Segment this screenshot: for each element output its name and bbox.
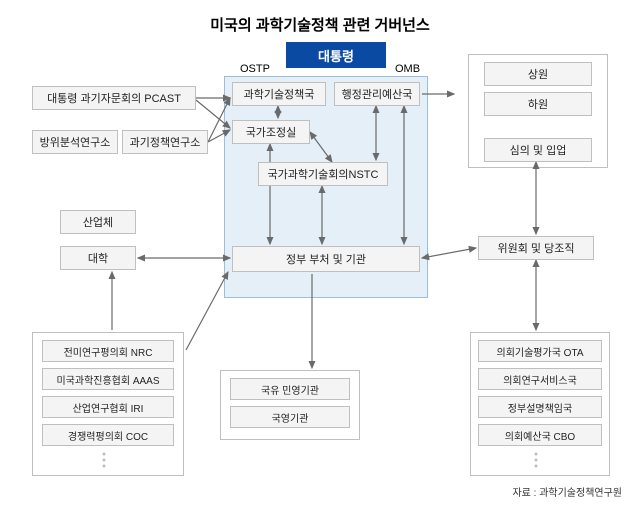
crs-box: 의회연구서비스국 (478, 368, 602, 390)
scitech-box: 과기정책연구소 (122, 130, 208, 154)
senate-box: 상원 (484, 62, 592, 86)
state-box: 국영기관 (230, 406, 350, 428)
defense-box: 방위분석연구소 (32, 130, 118, 154)
chart-title: 미국의 과학기술정책 관련 거버넌스 (0, 14, 640, 35)
source-text: 자료 : 과학기술정책연구원 (512, 484, 622, 499)
iri-box: 산업연구협회 IRI (42, 396, 174, 418)
nstc-box: 국가과학기술회의NSTC (258, 162, 388, 186)
nrc-text: 전미연구평의회 NRC (64, 344, 153, 359)
committee-box: 위원회 및 당조직 (478, 236, 594, 260)
president-box: 대통령 (286, 42, 386, 68)
ostp-label: OSTP (240, 63, 270, 75)
house-text: 하원 (528, 96, 548, 112)
coc-text: 경쟁력평의회 COC (68, 428, 148, 443)
nrc-box: 전미연구평의회 NRC (42, 340, 174, 362)
ota-text: 의회기술평가국 OTA (497, 344, 584, 359)
cbo-text: 의회예산국 CBO (505, 428, 575, 443)
industry-text: 산업체 (83, 214, 113, 230)
defense-text: 방위분석연구소 (40, 134, 111, 150)
house-box: 하원 (484, 92, 592, 116)
gov-dept-box: 정부 부처 및 기관 (232, 246, 420, 272)
priv-box: 국유 민영기관 (230, 378, 350, 400)
aaas-text: 미국과학진흥협회 AAAS (56, 372, 159, 387)
president-text: 대통령 (318, 46, 354, 65)
omb-label: OMB (395, 63, 420, 75)
senate-text: 상원 (528, 66, 548, 82)
coord-box: 국가조정실 (232, 120, 310, 144)
omb-text: 행정관리예산국 (342, 86, 413, 102)
coc-box: 경쟁력평의회 COC (42, 424, 174, 446)
ostp-box: 과학기술정책국 (232, 82, 326, 106)
gao-text: 정부설명책임국 (508, 400, 572, 415)
pcast-box: 대통령 과기자문회의 PCAST (32, 86, 196, 110)
aaas-box: 미국과학진흥협회 AAAS (42, 368, 174, 390)
iri-text: 산업연구협회 IRI (73, 400, 144, 415)
state-text: 국영기관 (272, 410, 309, 425)
committee-text: 위원회 및 당조직 (498, 240, 575, 256)
cbo-box: 의회예산국 CBO (478, 424, 602, 446)
industry-box: 산업체 (60, 210, 136, 234)
review-text: 심의 및 입업 (510, 142, 567, 158)
coord-text: 국가조정실 (246, 124, 297, 140)
omb-box: 행정관리예산국 (334, 82, 420, 106)
gao-box: 정부설명책임국 (478, 396, 602, 418)
gov-dept-text: 정부 부처 및 기관 (286, 251, 366, 267)
pcast-text: 대통령 과기자문회의 PCAST (47, 90, 181, 106)
ota-box: 의회기술평가국 OTA (478, 340, 602, 362)
review-box: 심의 및 입업 (484, 138, 592, 162)
university-text: 대학 (88, 250, 108, 266)
nstc-text: 국가과학기술회의NSTC (268, 166, 379, 182)
crs-text: 의회연구서비스국 (503, 372, 577, 387)
ostp-text: 과학기술정책국 (244, 86, 315, 102)
university-box: 대학 (60, 246, 136, 270)
scitech-text: 과기정책연구소 (130, 134, 201, 150)
priv-text: 국유 민영기관 (261, 382, 319, 397)
